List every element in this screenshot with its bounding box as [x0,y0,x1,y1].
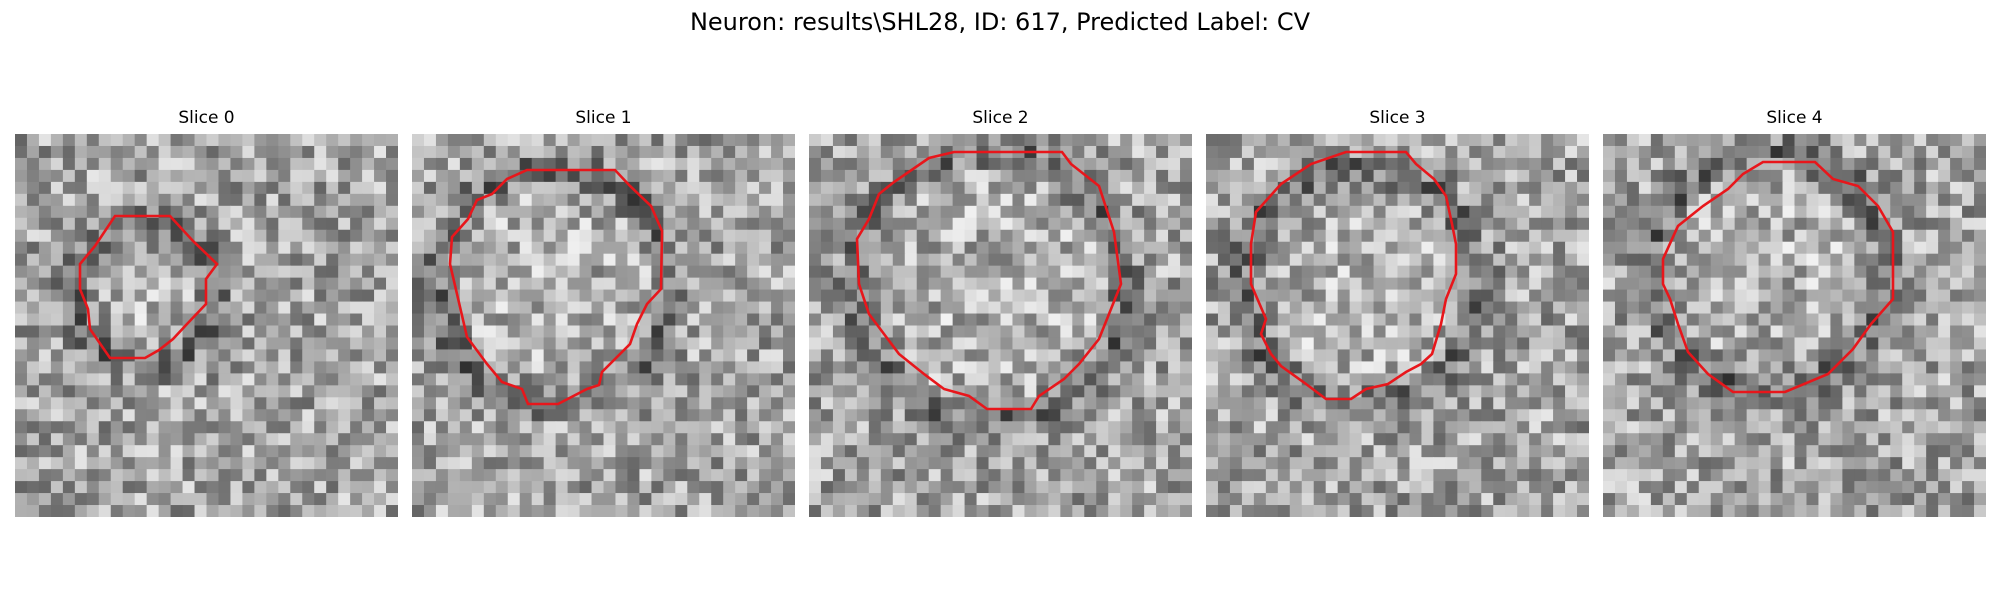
slice-image [412,134,795,517]
slice-panel-2: Slice 2 [809,105,1192,525]
slice-image [1206,134,1589,517]
neuron-contour [1249,150,1458,401]
slice-image [15,134,398,517]
slice-image [809,134,1192,517]
slice-title: Slice 1 [575,108,632,128]
slice-panel-3: Slice 3 [1206,105,1589,525]
figure-title: Neuron: results\SHL28, ID: 617, Predicte… [689,8,1311,36]
neuron-contour [448,168,664,406]
slice-image [1603,134,1986,517]
slice-panel-1: Slice 1 [412,105,795,525]
slice-title: Slice 0 [178,108,235,128]
neuron-contour [855,150,1123,411]
slice-title: Slice 4 [1766,108,1823,128]
neuron-contour [78,214,219,360]
slice-title: Slice 3 [1369,108,1426,128]
slice-panel-0: Slice 0 [15,105,398,525]
slice-panel-4: Slice 4 [1603,105,1986,525]
neuron-contour [1661,160,1895,394]
slice-title: Slice 2 [972,108,1029,128]
